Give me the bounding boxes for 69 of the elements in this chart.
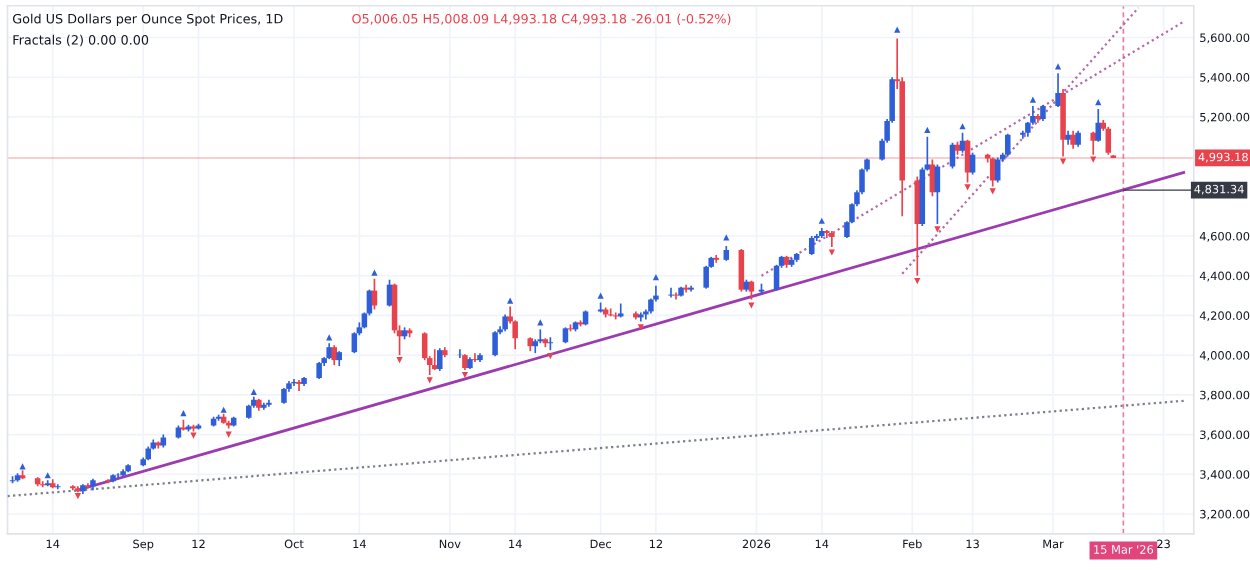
candlestick bbox=[748, 279, 755, 301]
point bbox=[914, 277, 921, 285]
candlestick bbox=[713, 254, 719, 264]
point bbox=[461, 371, 469, 379]
point bbox=[989, 188, 996, 195]
candlestick bbox=[331, 344, 337, 366]
point bbox=[1090, 156, 1097, 163]
point bbox=[371, 269, 378, 276]
point bbox=[547, 353, 554, 360]
candlestick bbox=[607, 307, 614, 318]
point bbox=[748, 302, 755, 309]
point bbox=[220, 406, 227, 413]
candlestick bbox=[773, 263, 780, 292]
point bbox=[964, 184, 971, 191]
candlestick bbox=[537, 328, 544, 345]
point bbox=[894, 26, 901, 33]
candlestick bbox=[683, 283, 689, 294]
point bbox=[934, 226, 941, 233]
candlestick bbox=[1005, 132, 1011, 158]
candlestick bbox=[949, 141, 956, 170]
candlestick bbox=[472, 352, 478, 363]
candlestick bbox=[703, 264, 709, 290]
candlestick bbox=[386, 278, 393, 308]
candlestick bbox=[824, 229, 830, 239]
candlestick bbox=[1020, 129, 1026, 140]
point bbox=[1059, 158, 1067, 165]
point bbox=[652, 274, 660, 281]
candlestick bbox=[829, 230, 835, 248]
candlestick bbox=[1060, 88, 1066, 158]
candlestick bbox=[296, 379, 302, 392]
candlestick bbox=[673, 291, 679, 301]
candlestick bbox=[612, 311, 619, 321]
point bbox=[190, 432, 197, 439]
point bbox=[828, 249, 835, 256]
candlestick bbox=[371, 277, 378, 311]
candlestick bbox=[1105, 126, 1112, 156]
candlestick bbox=[964, 138, 971, 184]
point bbox=[818, 217, 825, 224]
candlestick bbox=[959, 131, 966, 154]
candlestick bbox=[1090, 130, 1096, 156]
point bbox=[396, 357, 403, 364]
point bbox=[180, 410, 187, 417]
candlestick bbox=[808, 235, 815, 256]
candlestick bbox=[738, 248, 745, 293]
candlestick bbox=[55, 483, 61, 490]
point bbox=[74, 492, 81, 500]
candlestick bbox=[1095, 108, 1102, 143]
candlestick bbox=[437, 347, 443, 372]
candlestick bbox=[39, 480, 46, 489]
candlestick bbox=[1055, 72, 1061, 108]
candlestick bbox=[668, 286, 674, 299]
point bbox=[19, 463, 26, 470]
candlestick bbox=[492, 330, 498, 357]
point bbox=[924, 126, 931, 133]
point bbox=[507, 297, 514, 304]
candlestick bbox=[431, 348, 438, 371]
point bbox=[250, 388, 257, 395]
point bbox=[959, 123, 966, 130]
point bbox=[723, 234, 730, 241]
point bbox=[1095, 98, 1102, 106]
candlestick bbox=[969, 151, 976, 176]
candlestick bbox=[85, 482, 91, 489]
point bbox=[637, 324, 644, 331]
point bbox=[225, 431, 232, 438]
point bbox=[426, 377, 433, 384]
point bbox=[597, 292, 604, 299]
candlestick bbox=[914, 175, 921, 277]
point bbox=[1054, 63, 1062, 70]
point bbox=[1029, 96, 1037, 103]
